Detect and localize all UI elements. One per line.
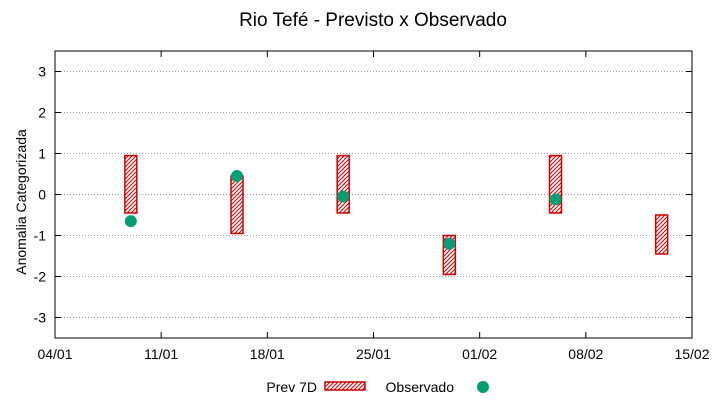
forecast-box bbox=[336, 154, 350, 214]
y-tick-label: -2 bbox=[34, 269, 47, 285]
observed-point bbox=[443, 237, 456, 250]
observed-point bbox=[337, 190, 350, 203]
legend-label-prev: Prev 7D bbox=[266, 379, 317, 395]
y-tick-label: -3 bbox=[34, 310, 47, 326]
observed-point bbox=[549, 193, 562, 206]
y-axis: -3 -2 -1 0 1 2 3 bbox=[34, 64, 692, 326]
observed-points bbox=[124, 170, 562, 250]
x-tick-label: 01/02 bbox=[462, 346, 497, 362]
legend-swatch-observed bbox=[477, 381, 489, 393]
grid bbox=[55, 71, 692, 318]
x-tick-label: 18/01 bbox=[250, 346, 285, 362]
forecast-box bbox=[124, 154, 138, 214]
legend-swatch-prev bbox=[324, 381, 366, 391]
x-tick-label: 08/02 bbox=[568, 346, 603, 362]
y-tick-label: -1 bbox=[34, 228, 47, 244]
y-tick-label: 1 bbox=[38, 146, 46, 162]
forecast-boxes bbox=[124, 154, 669, 276]
y-tick-label: 3 bbox=[38, 64, 46, 80]
x-tick-label: 25/01 bbox=[356, 346, 391, 362]
legend: Prev 7D Observado bbox=[266, 379, 489, 395]
x-tick-label: 11/01 bbox=[144, 346, 178, 362]
observed-point bbox=[231, 170, 243, 183]
x-tick-label: 04/01 bbox=[37, 346, 72, 362]
observed-point bbox=[124, 215, 137, 228]
forecast-box bbox=[654, 214, 669, 255]
y-tick-label: 0 bbox=[38, 187, 46, 203]
legend-label-observed: Observado bbox=[386, 379, 455, 395]
y-tick-label: 2 bbox=[38, 105, 46, 121]
chart-title: Rio Tefé - Previsto x Observado bbox=[239, 10, 507, 31]
forecast-box bbox=[230, 175, 244, 235]
y-axis-label: Anomalia Categorizada bbox=[13, 129, 29, 275]
x-tick-label: 15/02 bbox=[674, 346, 709, 362]
x-axis: 04/01 11/01 18/01 25/01 01/02 08/02 15/02 bbox=[37, 51, 710, 362]
